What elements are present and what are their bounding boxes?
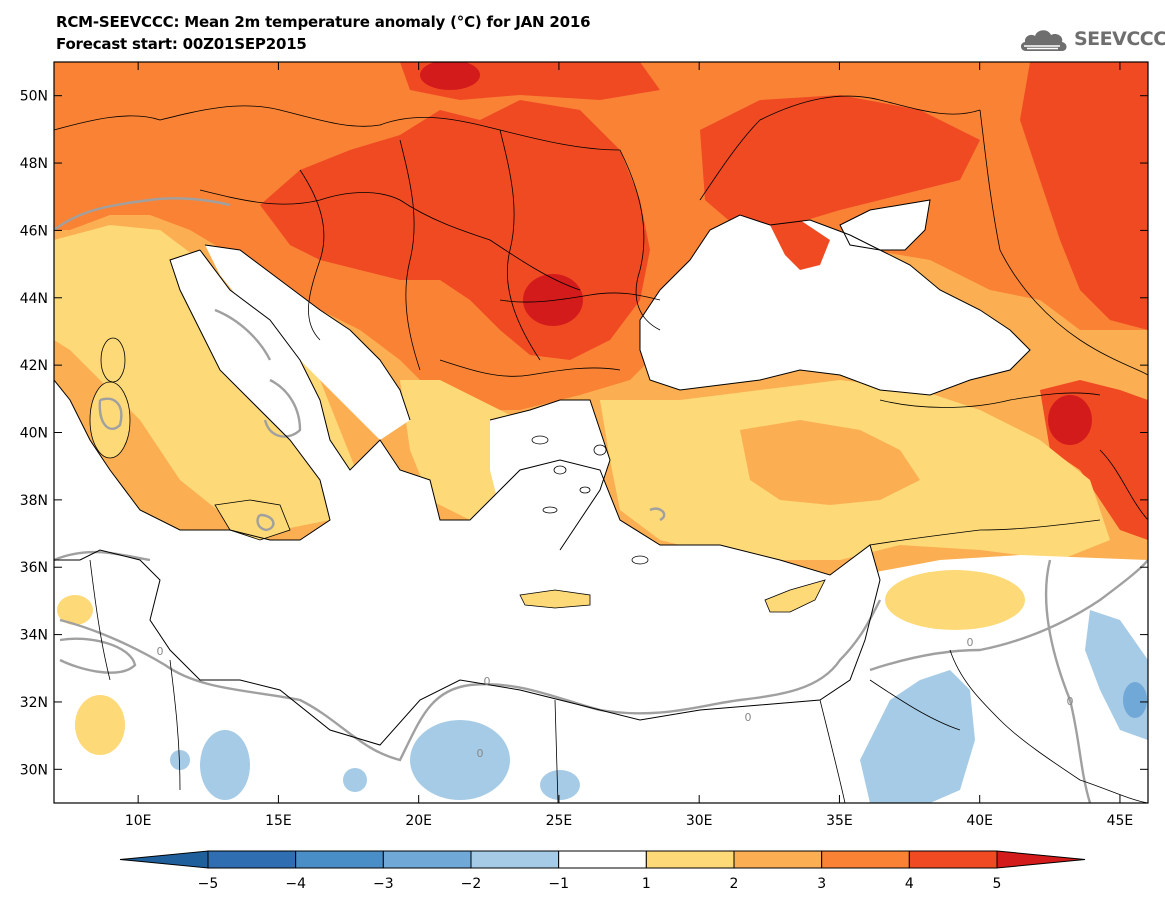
anomaly-2-3-turkey: [740, 420, 920, 505]
zero-contour-south: [54, 550, 882, 762]
seevccc-logo: SEEVCCC: [1018, 22, 1165, 56]
lat-tick-label: 30N: [20, 762, 48, 778]
zero-contour-italy: [214, 308, 302, 438]
cyprus: [765, 580, 825, 612]
lon-tick-label: 40E: [966, 813, 993, 829]
anomaly-gt5-caucasus: [1048, 395, 1092, 445]
lon-tick-label: 15E: [265, 813, 292, 829]
colorbar-swatch: [470, 850, 560, 869]
colorbar-swatch: [733, 850, 823, 869]
zero-contour-iraq: [1044, 559, 1092, 803]
zero-contour-label: 0: [967, 636, 974, 649]
colorbar-swatch: [382, 850, 472, 869]
lat-tick-label: 46N: [20, 223, 48, 239]
lon-tick-label: 35E: [826, 813, 853, 829]
map-title: RCM-SEEVCCC: Mean 2m temperature anomaly…: [56, 13, 591, 31]
zero-contour-libya: [59, 637, 137, 674]
anomaly-gt5-romania: [523, 274, 583, 326]
cloud-icon: [1020, 30, 1067, 51]
anomaly-1-2-syria: [885, 570, 1025, 630]
lat-tick-label: 34N: [20, 628, 48, 644]
lat-tick-label: 36N: [20, 560, 48, 576]
colorbar-level-label: −5: [198, 876, 219, 892]
sea-of-azov: [840, 200, 930, 250]
crimea: [770, 220, 830, 270]
colorbar-swatch: [207, 850, 297, 869]
zero-contour-sardinia: [98, 397, 123, 431]
lat-tick-label: 42N: [20, 358, 48, 374]
anomaly-neg-1-2-libya-small: [170, 750, 190, 770]
island-outlines: [89, 337, 826, 613]
colorbar-level-label: −1: [548, 876, 569, 892]
colorbar-level-label: 1: [642, 876, 651, 892]
lat-tick-label: 44N: [20, 291, 48, 307]
crete: [520, 590, 590, 608]
logo-text: SEEVCCC: [1074, 28, 1165, 50]
zero-contour-sicily: [256, 513, 275, 532]
coastlines: [54, 199, 1031, 746]
anomaly-neg-1-2-egypt: [410, 720, 510, 800]
contour-labels: 0 0 0 0 0 0: [157, 636, 1074, 760]
zero-contour-label: 0: [484, 675, 491, 688]
zero-contour-label: 0: [745, 711, 752, 724]
colorbar-left-arrow: [119, 850, 209, 869]
corsica: [101, 338, 125, 382]
zero-contour-turkey: [649, 507, 666, 522]
zero-contour-north-sea: [54, 197, 231, 231]
anomaly-1-2-tunisia: [57, 595, 93, 625]
forecast-start-subtitle: Forecast start: 00Z01SEP2015: [56, 35, 307, 53]
anomaly-4-5-east: [1020, 62, 1148, 330]
country-borders: [54, 95, 1148, 803]
colorbar-level-label: −2: [461, 876, 482, 892]
anomaly-gt5-north: [420, 62, 480, 90]
anomaly-neg-1-2-patch: [343, 768, 367, 792]
lat-tick-label: 48N: [20, 156, 48, 172]
anomaly-1-2-libya: [75, 695, 125, 755]
colorbar-right-arrow: [996, 850, 1086, 869]
colorbar-level-label: 3: [817, 876, 826, 892]
lon-tick-label: 30E: [686, 813, 713, 829]
colorbar-swatch: [821, 850, 910, 869]
map-field: [54, 62, 1148, 803]
latitude-ticks: 30N 32N 34N 36N 38N 40N 42N 44N 46N 48N 50N: [20, 89, 1148, 778]
lat-tick-label: 40N: [20, 426, 48, 442]
colorbar-level-label: 2: [730, 876, 739, 892]
colorbar-swatch: [558, 850, 647, 869]
lon-tick-label: 10E: [125, 813, 152, 829]
lon-tick-label: 45E: [1107, 813, 1134, 829]
zero-contours: [54, 197, 1148, 803]
mediterranean-sea: [54, 250, 880, 745]
zero-contour-label: 0: [157, 645, 164, 658]
colorbar-level-label: −3: [373, 876, 394, 892]
zero-contour-arabia: [869, 559, 1148, 672]
zero-contour-label: 0: [477, 747, 484, 760]
black-sea: [640, 215, 1030, 395]
sicily: [215, 500, 290, 540]
colorbar-level-label: 4: [905, 876, 914, 892]
lon-tick-label: 20E: [405, 813, 432, 829]
anomaly-4-5-ukraine: [700, 95, 980, 230]
colorbar-level-label: −4: [285, 876, 306, 892]
colorbar: −5 −4 −3 −2 −1 1 2 3 4 5: [119, 850, 1086, 892]
lon-tick-label: 25E: [546, 813, 573, 829]
colorbar-level-label: 5: [993, 876, 1002, 892]
adriatic-sea: [205, 245, 410, 440]
colorbar-swatch: [295, 850, 384, 869]
colorbar-swatch: [645, 850, 735, 869]
lat-tick-label: 50N: [20, 89, 48, 105]
anomaly-neg-2-3-iraq: [1123, 682, 1147, 718]
lat-tick-label: 32N: [20, 695, 48, 711]
anomaly-neg-1-2-egypt-west: [540, 770, 580, 800]
anomaly-1-2-italy: [54, 225, 360, 530]
lat-tick-label: 38N: [20, 493, 48, 509]
zero-contour-label: 0: [1067, 695, 1074, 708]
colorbar-swatch: [908, 850, 998, 869]
longitude-ticks: 10E 15E 20E 25E 30E 35E 40E 45E: [125, 62, 1133, 829]
anomaly-neg-1-2-libya: [200, 730, 250, 800]
anomaly-neg-1-2-arabia: [860, 670, 975, 803]
